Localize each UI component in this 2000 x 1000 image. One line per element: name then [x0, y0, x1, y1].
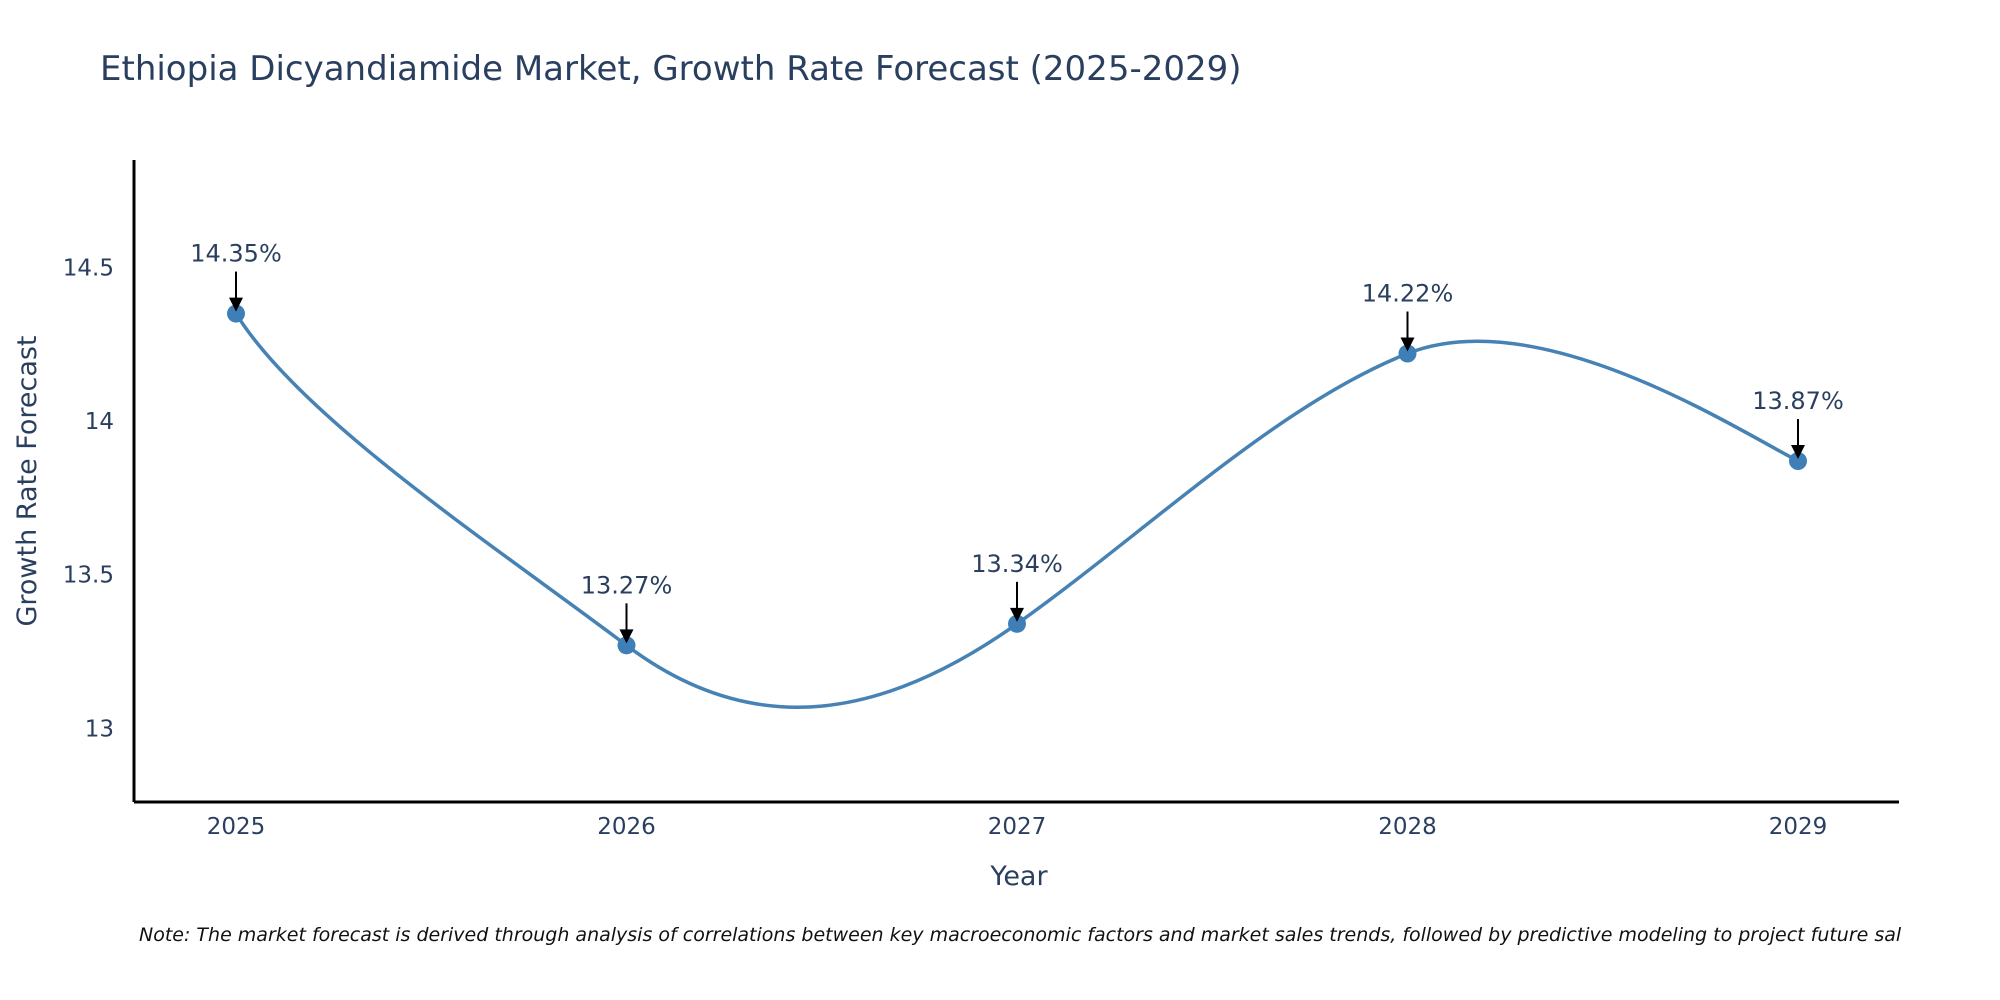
series-line: [234, 312, 1799, 709]
x-tick-label: 2025: [207, 814, 266, 840]
data-label: 13.27%: [581, 571, 673, 599]
data-point-marker[interactable]: [617, 636, 636, 655]
data-point-marker[interactable]: [1789, 452, 1807, 471]
x-axis-ticks: 2025 2026 2027 2028 2029: [207, 814, 1828, 840]
footnote: Note: The market forecast is derived thr…: [139, 924, 1902, 946]
annotation-arrow-head: [229, 297, 243, 312]
data-label: 14.22%: [1362, 280, 1454, 308]
y-tick-label: 13: [85, 716, 114, 742]
x-tick-label: 2026: [597, 814, 656, 840]
chart-title: Ethiopia Dicyandiamide Market, Growth Ra…: [100, 49, 1242, 89]
annotation-arrow-head: [619, 629, 634, 644]
x-tick-label: 2028: [1378, 814, 1437, 840]
annotation-arrow-head: [1400, 337, 1415, 352]
y-tick-label: 14: [85, 409, 114, 435]
x-tick-label: 2027: [988, 814, 1047, 840]
data-label: 13.34%: [971, 550, 1063, 578]
y-axis-ticks: 13 13.5 14 14.5: [63, 256, 114, 743]
data-label: 14.35%: [190, 240, 282, 268]
data-point-marker[interactable]: [227, 304, 245, 323]
x-tick-label: 2029: [1769, 814, 1828, 840]
y-tick-label: 13.5: [63, 563, 114, 589]
data-point-marker[interactable]: [1398, 344, 1417, 363]
data-label: 13.87%: [1752, 387, 1844, 415]
annotation-arrow-head: [1010, 607, 1024, 622]
annotation-arrow-head: [1791, 445, 1805, 460]
data-point-marker[interactable]: [1008, 614, 1026, 633]
plot-area: 14.35% 13.27% 13.34% 14.22% 13.87%: [190, 240, 1844, 709]
y-tick-label: 14.5: [63, 256, 114, 282]
x-axis-title: Year: [989, 861, 1048, 892]
y-axis-title: Growth Rate Forecast: [12, 335, 43, 626]
